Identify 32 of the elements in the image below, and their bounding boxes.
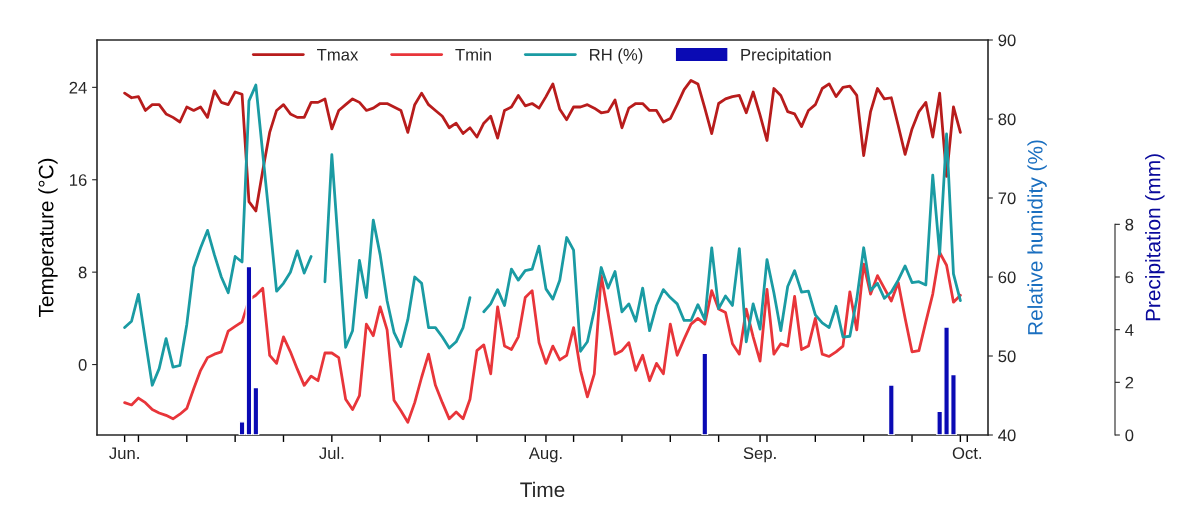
y3-axis-title: Precipitation (mm): [1145, 154, 1165, 321]
bar: [887, 384, 895, 435]
bar: [701, 352, 709, 435]
y2-tick-label: 70: [998, 192, 1016, 205]
y-tick-label: 16: [70, 174, 87, 186]
y-axis-title: Temperature (°C): [38, 158, 58, 318]
x-tick-label: Aug.: [528, 447, 562, 463]
legend-label: RH (%): [590, 48, 643, 64]
y3-tick-label: 4: [1125, 324, 1134, 336]
y3-tick-label: 8: [1125, 218, 1134, 231]
legend-label: Precipitation: [741, 48, 831, 64]
y2-tick-label: 80: [998, 113, 1016, 126]
y2-tick-label: 40: [998, 429, 1016, 442]
y3-tick-label: 0: [1125, 429, 1134, 442]
x-tick-label: Sep.: [743, 447, 776, 463]
y2-tick-label: 50: [998, 350, 1016, 363]
y2-tick-label: 60: [998, 271, 1016, 284]
y3-tick-label: 6: [1125, 271, 1134, 284]
x-axis-title: Time: [520, 481, 565, 498]
y-tick-label: 24: [69, 81, 87, 94]
y3-tick-label: 2: [1125, 376, 1134, 389]
y-tick-label: 0: [78, 358, 87, 371]
x-tick-label: Jul.: [319, 446, 344, 460]
x-tick-label: Oct.: [952, 447, 982, 460]
x-tick-label: Jun.: [109, 447, 139, 460]
y2-tick-label: 90: [998, 34, 1016, 47]
legend-label: Tmin: [455, 48, 491, 61]
line-series: [123, 79, 962, 213]
y2-axis-title: Relative humidity (%): [1027, 140, 1047, 335]
y-tick-label: 8: [78, 266, 87, 279]
legend-label: Tmax: [317, 48, 359, 61]
line-series: [123, 251, 962, 424]
